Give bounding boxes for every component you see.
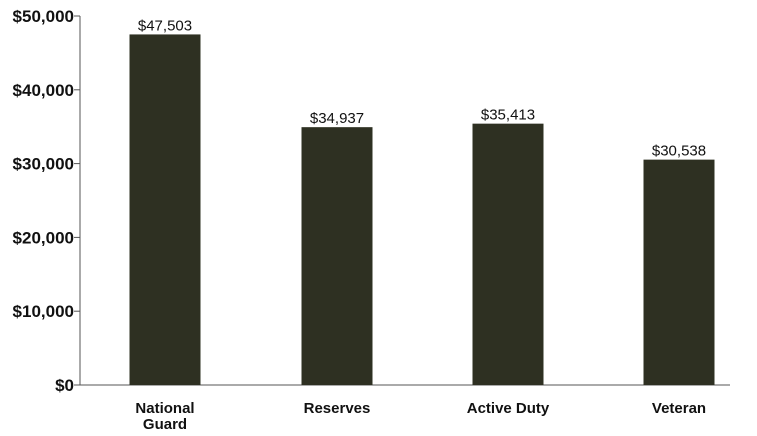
bars: [129, 34, 715, 386]
x-tick-label: Reserves: [304, 400, 371, 417]
data-label: $34,937: [310, 110, 364, 127]
x-tick-labels: National Guard Reserves Active Duty Veteran: [135, 400, 706, 433]
x-tick-label: Active Duty: [467, 400, 550, 417]
y-tick-label: $40,000: [13, 81, 74, 100]
bar: [129, 34, 201, 386]
y-tick-label: $10,000: [13, 302, 74, 321]
y-tick-labels: $0 $10,000 $20,000 $30,000 $40,000 $50,000: [13, 7, 74, 395]
bar: [472, 123, 544, 385]
y-axis: [74, 15, 81, 386]
y-tick-label: $0: [55, 376, 74, 395]
data-label: $35,413: [481, 107, 535, 124]
bar: [301, 127, 373, 385]
x-tick-label: Veteran: [652, 400, 706, 417]
y-tick-label: $30,000: [13, 155, 74, 174]
data-label: $30,538: [652, 143, 706, 160]
y-tick-label: $50,000: [13, 7, 74, 26]
x-tick-label: National Guard: [135, 400, 194, 433]
bar: [643, 159, 715, 385]
y-tick-label: $20,000: [13, 228, 74, 247]
data-labels: $47,503 $34,937 $35,413 $30,538: [138, 17, 706, 159]
data-label: $47,503: [138, 17, 192, 34]
